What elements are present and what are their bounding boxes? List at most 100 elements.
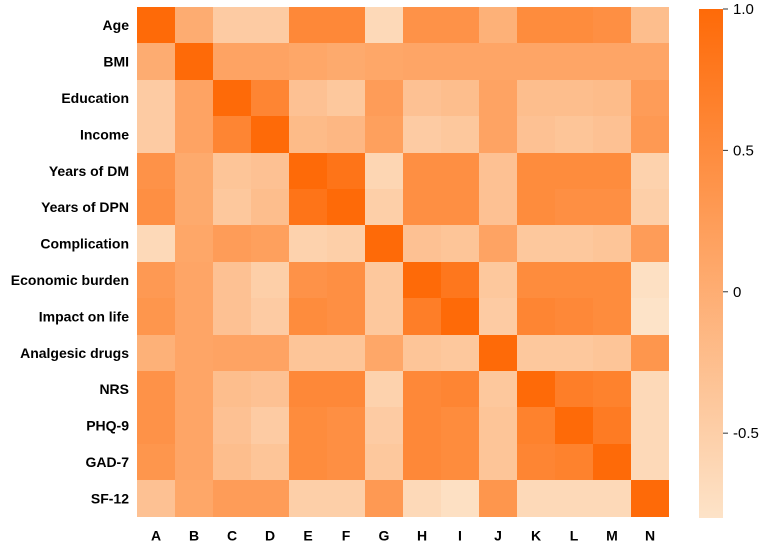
- heatmap-cell: [555, 189, 593, 225]
- heatmap-cell: [327, 444, 365, 480]
- heatmap-cell: [327, 407, 365, 444]
- heatmap-cell: [441, 7, 479, 43]
- heatmap-cell: [403, 262, 441, 298]
- heatmap-cell: [137, 7, 175, 43]
- row-label: Age: [103, 17, 130, 33]
- heatmap-cell: [631, 225, 669, 262]
- row-label: BMI: [103, 54, 129, 70]
- heatmap-cell: [631, 80, 669, 116]
- heatmap-cell: [289, 80, 327, 116]
- heatmap-cell: [365, 189, 403, 225]
- heatmap-cell: [403, 80, 441, 116]
- heatmap-cell: [251, 153, 289, 189]
- colorbar-gradient: [699, 9, 723, 518]
- heatmap-cell: [365, 7, 403, 43]
- column-label: M: [606, 528, 618, 544]
- heatmap-cell: [365, 43, 403, 80]
- colorbar: 1.0 0.5 0 -0.5: [699, 1, 759, 518]
- heatmap-cell: [403, 225, 441, 262]
- heatmap-cell: [593, 262, 631, 298]
- heatmap-cell: [289, 371, 327, 407]
- heatmap-cell: [175, 480, 213, 517]
- heatmap-cell: [251, 407, 289, 444]
- heatmap-cell: [365, 80, 403, 116]
- heatmap-cell: [213, 444, 251, 480]
- row-label: Complication: [40, 236, 129, 252]
- column-label: E: [303, 528, 312, 544]
- heatmap-cell: [593, 7, 631, 43]
- heatmap-cell: [555, 298, 593, 335]
- heatmap-cell: [593, 298, 631, 335]
- heatmap-cell: [517, 444, 555, 480]
- heatmap-cell: [365, 407, 403, 444]
- row-label: Income: [80, 126, 129, 142]
- heatmap-cell: [441, 444, 479, 480]
- heatmap-cell: [137, 43, 175, 80]
- heatmap-cell: [403, 7, 441, 43]
- heatmap-cell: [365, 116, 403, 153]
- heatmap-cell: [327, 298, 365, 335]
- heatmap-cell: [555, 225, 593, 262]
- heatmap-cell: [251, 225, 289, 262]
- heatmap-cell: [365, 153, 403, 189]
- heatmap-cell: [327, 225, 365, 262]
- heatmap-cell: [137, 298, 175, 335]
- heatmap-cell: [441, 298, 479, 335]
- heatmap-cell: [327, 335, 365, 371]
- heatmap-cell: [251, 189, 289, 225]
- heatmap-cell: [555, 262, 593, 298]
- heatmap-cell: [517, 189, 555, 225]
- row-label: PHQ-9: [86, 418, 129, 434]
- heatmap-cell: [517, 43, 555, 80]
- heatmap-cell: [517, 335, 555, 371]
- colorbar-tick-label: 1.0: [733, 1, 754, 18]
- heatmap-cell: [593, 335, 631, 371]
- heatmap-cell: [175, 262, 213, 298]
- heatmap-cell: [555, 80, 593, 116]
- heatmap-cell: [365, 225, 403, 262]
- heatmap-cell: [175, 153, 213, 189]
- heatmap-cell: [517, 480, 555, 517]
- heatmap-cell: [593, 116, 631, 153]
- heatmap-cell: [213, 153, 251, 189]
- heatmap-cell: [555, 116, 593, 153]
- heatmap-cell: [555, 480, 593, 517]
- heatmap-cell: [517, 407, 555, 444]
- heatmap-cell: [441, 480, 479, 517]
- heatmap-cell: [137, 335, 175, 371]
- heatmap-cell: [555, 371, 593, 407]
- heatmap-cell: [251, 298, 289, 335]
- heatmap-cell: [631, 298, 669, 335]
- heatmap-cell: [479, 335, 517, 371]
- heatmap-cell: [175, 7, 213, 43]
- heatmap-cell: [289, 189, 327, 225]
- heatmap-cell: [289, 43, 327, 80]
- heatmap-cell: [479, 7, 517, 43]
- heatmap-cell: [365, 371, 403, 407]
- heatmap-cell: [175, 43, 213, 80]
- heatmap-cell: [251, 80, 289, 116]
- heatmap-cell: [251, 371, 289, 407]
- heatmap-cell: [517, 7, 555, 43]
- heatmap-cell: [441, 225, 479, 262]
- heatmap-cell: [251, 43, 289, 80]
- heatmap-cell: [289, 335, 327, 371]
- column-label: G: [379, 528, 390, 544]
- heatmap-cell: [441, 43, 479, 80]
- row-label: Impact on life: [39, 308, 129, 324]
- heatmap-cell: [555, 444, 593, 480]
- heatmap-cell: [403, 116, 441, 153]
- heatmap-cell: [327, 371, 365, 407]
- heatmap-cell: [213, 43, 251, 80]
- heatmap-cell: [175, 116, 213, 153]
- heatmap-cell: [403, 153, 441, 189]
- heatmap-cell: [441, 80, 479, 116]
- heatmap-cell: [175, 189, 213, 225]
- heatmap-cell: [403, 371, 441, 407]
- heatmap-cell: [403, 480, 441, 517]
- heatmap-cell: [137, 116, 175, 153]
- heatmap-cell: [631, 371, 669, 407]
- heatmap-cell: [251, 262, 289, 298]
- row-label: GAD-7: [85, 454, 129, 470]
